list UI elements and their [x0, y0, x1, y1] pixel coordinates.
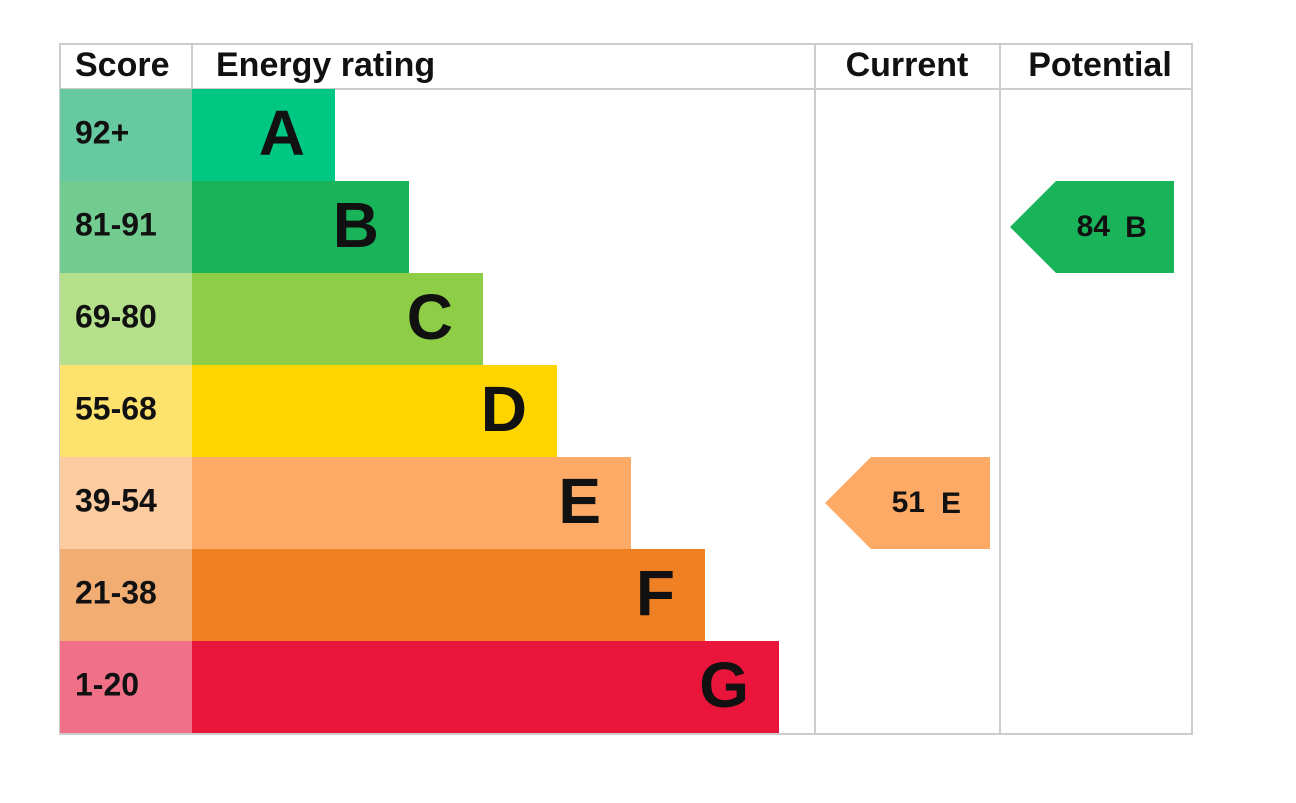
score-cell — [60, 273, 192, 365]
potential-value: 84 — [1077, 210, 1111, 243]
score-label: 81-91 — [75, 206, 157, 242]
current-letter: E — [941, 487, 961, 520]
rating-bar — [192, 273, 483, 365]
rating-letter: C — [407, 281, 453, 353]
score-label: 69-80 — [75, 298, 157, 334]
rating-letter: G — [699, 649, 749, 721]
score-cell — [60, 641, 192, 733]
score-cell — [60, 549, 192, 641]
score-cell — [60, 181, 192, 273]
header-score: Score — [75, 46, 170, 84]
rating-bar — [192, 457, 631, 549]
score-cell — [60, 365, 192, 457]
rating-bar — [192, 181, 409, 273]
score-label: 39-54 — [75, 482, 157, 518]
score-cell — [60, 457, 192, 549]
current-arrow — [825, 457, 990, 549]
rating-letter: F — [636, 557, 675, 629]
score-cell — [60, 89, 192, 181]
potential-letter: B — [1125, 211, 1147, 244]
score-label: 21-38 — [75, 574, 157, 610]
rating-letter: D — [481, 373, 527, 445]
current-value: 51 — [892, 486, 925, 519]
header-rating: Energy rating — [216, 46, 435, 84]
rating-bar — [192, 641, 779, 733]
rating-bar — [192, 365, 557, 457]
potential-arrow — [1010, 181, 1174, 273]
rating-bar — [192, 549, 705, 641]
score-label: 1-20 — [75, 666, 139, 702]
rating-letter: B — [333, 189, 379, 261]
score-label: 55-68 — [75, 390, 157, 426]
rating-letter: A — [259, 97, 305, 169]
rating-letter: E — [558, 465, 601, 537]
header-potential: Potential — [1028, 46, 1172, 84]
rating-bar — [192, 89, 335, 181]
score-label: 92+ — [75, 114, 129, 150]
header-current: Current — [846, 46, 969, 84]
